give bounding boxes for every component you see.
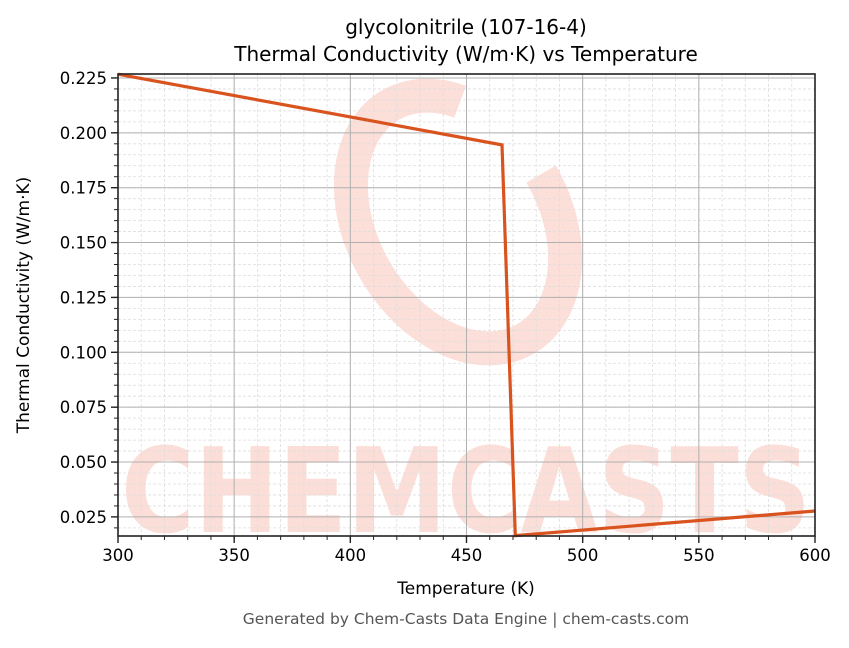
x-tick-label: 300 — [102, 546, 134, 565]
chart-title: glycolonitrile (107-16-4) — [345, 15, 587, 39]
y-tick-label: 0.075 — [60, 398, 107, 417]
x-tick-label: 500 — [567, 546, 599, 565]
footer-credit: Generated by Chem-Casts Data Engine | ch… — [243, 610, 689, 628]
y-tick-label: 0.050 — [60, 453, 107, 472]
y-axis-label: Thermal Conductivity (W/m·K) — [14, 177, 34, 435]
y-tick-label: 0.125 — [60, 288, 107, 307]
chart-subtitle: Thermal Conductivity (W/m·K) vs Temperat… — [233, 42, 698, 66]
x-tick-label: 550 — [683, 546, 715, 565]
y-axis-ticks: 0.025 0.050 0.075 0.100 0.125 0.150 0.175 0.200… — [60, 69, 118, 529]
x-tick-label: 400 — [335, 546, 367, 565]
x-axis-ticks: 300 350 400 450 500 550 600 — [102, 536, 831, 565]
x-tick-label: 350 — [218, 546, 250, 565]
plot-area: CHEMCASTS — [117, 72, 816, 560]
y-tick-label: 0.100 — [60, 343, 107, 362]
y-tick-label: 0.225 — [60, 69, 107, 88]
y-tick-label: 0.150 — [60, 234, 107, 253]
y-tick-label: 0.200 — [60, 124, 107, 143]
x-tick-label: 600 — [799, 546, 831, 565]
y-tick-label: 0.175 — [60, 179, 107, 198]
x-tick-label: 450 — [451, 546, 483, 565]
x-axis-label: Temperature (K) — [396, 579, 535, 599]
y-tick-label: 0.025 — [60, 508, 107, 527]
thermal-conductivity-line — [117, 72, 816, 538]
